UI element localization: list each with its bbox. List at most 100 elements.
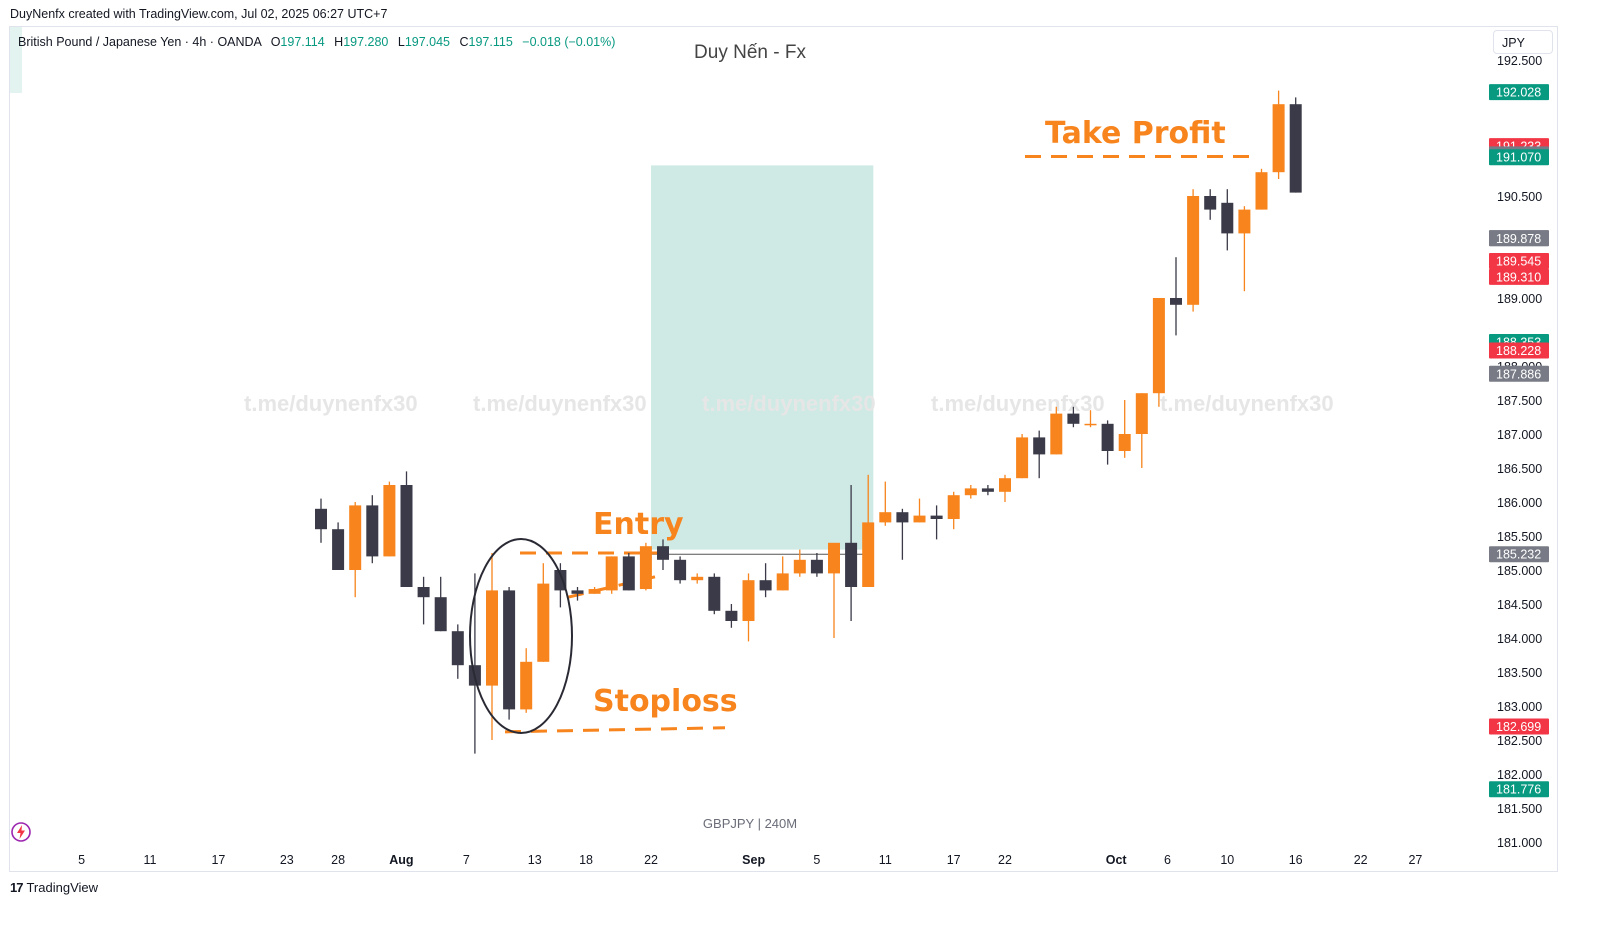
bearish-candle[interactable] — [810, 559, 823, 574]
price-tag-box — [1489, 84, 1549, 101]
x-axis-tick: 17 — [947, 853, 961, 867]
bullish-candle[interactable] — [349, 505, 362, 570]
bullish-candle[interactable] — [947, 495, 960, 519]
x-axis-tick: 17 — [211, 853, 225, 867]
bearish-candle[interactable] — [554, 570, 567, 591]
highlight-ellipse — [469, 538, 573, 734]
bearish-candle[interactable] — [725, 610, 738, 621]
bullish-candle[interactable] — [913, 515, 926, 523]
bearish-candle[interactable] — [417, 587, 430, 598]
price-tag-label: 189.878 — [1496, 232, 1541, 246]
y-axis-tick: 181.500 — [1497, 802, 1542, 816]
x-axis-tick: 6 — [1164, 853, 1171, 867]
tradingview-logo[interactable]: 17 TradingView — [10, 880, 98, 895]
x-axis-tick: 22 — [1354, 853, 1368, 867]
bearish-candle[interactable] — [400, 485, 413, 587]
bullish-candle[interactable] — [1118, 434, 1131, 451]
bullish-candle[interactable] — [1152, 298, 1165, 394]
currency-selector[interactable]: JPY — [1493, 30, 1553, 54]
bullish-candle[interactable] — [1255, 172, 1268, 210]
bullish-candle[interactable] — [1135, 393, 1148, 434]
bearish-candle[interactable] — [332, 529, 345, 570]
x-axis-tick: 23 — [280, 853, 294, 867]
price-tag-box — [1489, 230, 1549, 247]
high-value: 197.280 — [343, 35, 389, 49]
bullish-candle[interactable] — [691, 576, 704, 581]
lightning-icon[interactable] — [11, 822, 31, 842]
bullish-candle[interactable] — [879, 512, 892, 523]
symbol-name: British Pound / Japanese Yen · 4h · OAND… — [18, 35, 262, 49]
bullish-candle[interactable] — [999, 478, 1011, 492]
y-axis-tick: 181.000 — [1497, 836, 1542, 850]
bearish-candle[interactable] — [1221, 202, 1234, 234]
bearish-candle[interactable] — [622, 556, 635, 591]
bullish-candle[interactable] — [1016, 437, 1029, 479]
bearish-candle[interactable] — [1289, 104, 1302, 193]
x-axis-tick: Aug — [389, 853, 413, 867]
bullish-candle[interactable] — [1084, 423, 1097, 426]
x-axis-tick: 28 — [331, 853, 345, 867]
price-tag-label: 191.070 — [1496, 151, 1541, 165]
bearish-candle[interactable] — [981, 488, 994, 492]
y-axis-tick: 185.500 — [1497, 530, 1542, 544]
bearish-candle[interactable] — [1067, 413, 1080, 424]
bullish-candle[interactable] — [1272, 104, 1285, 173]
price-tag-box — [1489, 252, 1549, 269]
bullish-candle[interactable] — [828, 542, 840, 574]
bullish-candle[interactable] — [639, 546, 652, 590]
x-axis-tick: 18 — [579, 853, 593, 867]
target-zone[interactable] — [651, 165, 874, 550]
bearish-candle[interactable] — [708, 576, 721, 611]
x-axis-tick: 22 — [998, 853, 1012, 867]
bearish-candle[interactable] — [571, 590, 584, 594]
stoploss-dashed-line — [504, 726, 726, 734]
bearish-candle[interactable] — [674, 559, 687, 581]
bullish-candle[interactable] — [605, 556, 618, 591]
bullish-candle[interactable] — [1050, 413, 1063, 455]
chart-title: Duy Nến - Fx — [694, 42, 806, 63]
bullish-candle[interactable] — [964, 488, 977, 496]
bearish-candle[interactable] — [1204, 196, 1217, 210]
bearish-candle[interactable] — [1170, 298, 1182, 305]
bullish-candle[interactable] — [793, 559, 806, 574]
bullish-candle[interactable] — [1238, 209, 1251, 234]
bearish-candle[interactable] — [896, 512, 909, 523]
x-axis-tick: 16 — [1289, 853, 1303, 867]
bullish-candle[interactable] — [1187, 196, 1200, 305]
x-axis-tick: 13 — [528, 853, 542, 867]
y-axis-tick: 182.000 — [1497, 768, 1542, 782]
x-axis-tick: 5 — [78, 853, 85, 867]
bullish-candle[interactable] — [383, 485, 396, 557]
bearish-candle[interactable] — [315, 508, 327, 530]
bullish-candle[interactable] — [742, 580, 755, 621]
price-tag-box — [1489, 268, 1549, 285]
bearish-candle[interactable] — [1033, 437, 1046, 455]
bearish-candle[interactable] — [1101, 423, 1114, 451]
bearish-candle[interactable] — [657, 546, 669, 560]
bearish-candle[interactable] — [759, 580, 772, 591]
bearish-candle[interactable] — [845, 542, 858, 587]
bearish-candle[interactable] — [434, 597, 447, 632]
bullish-candle[interactable] — [486, 590, 498, 686]
tradingview-logo-icon: 17 — [10, 880, 24, 895]
bullish-candle[interactable] — [520, 661, 533, 710]
bearish-candle[interactable] — [930, 515, 943, 519]
bullish-candle[interactable] — [776, 573, 789, 591]
watermark-text: t.me/duynenfx30 — [702, 391, 876, 416]
low-label: L — [397, 35, 405, 49]
bearish-candle[interactable] — [503, 590, 516, 710]
bullish-candle[interactable] — [588, 589, 601, 594]
y-axis-tick: 189.000 — [1497, 292, 1542, 306]
x-axis-tick: Oct — [1106, 853, 1128, 867]
y-axis-tick: 182.500 — [1497, 734, 1542, 748]
close-value: 197.115 — [468, 35, 513, 49]
open-value: 197.114 — [280, 35, 325, 49]
bearish-candle[interactable] — [451, 631, 464, 666]
y-axis-tick: 184.000 — [1497, 632, 1542, 646]
y-axis-tick: 190.500 — [1497, 190, 1542, 204]
bullish-candle[interactable] — [537, 583, 550, 662]
bullish-candle[interactable] — [862, 522, 875, 587]
chart-credit: DuyNenfx created with TradingView.com, J… — [10, 7, 388, 21]
bearish-candle[interactable] — [366, 505, 379, 557]
